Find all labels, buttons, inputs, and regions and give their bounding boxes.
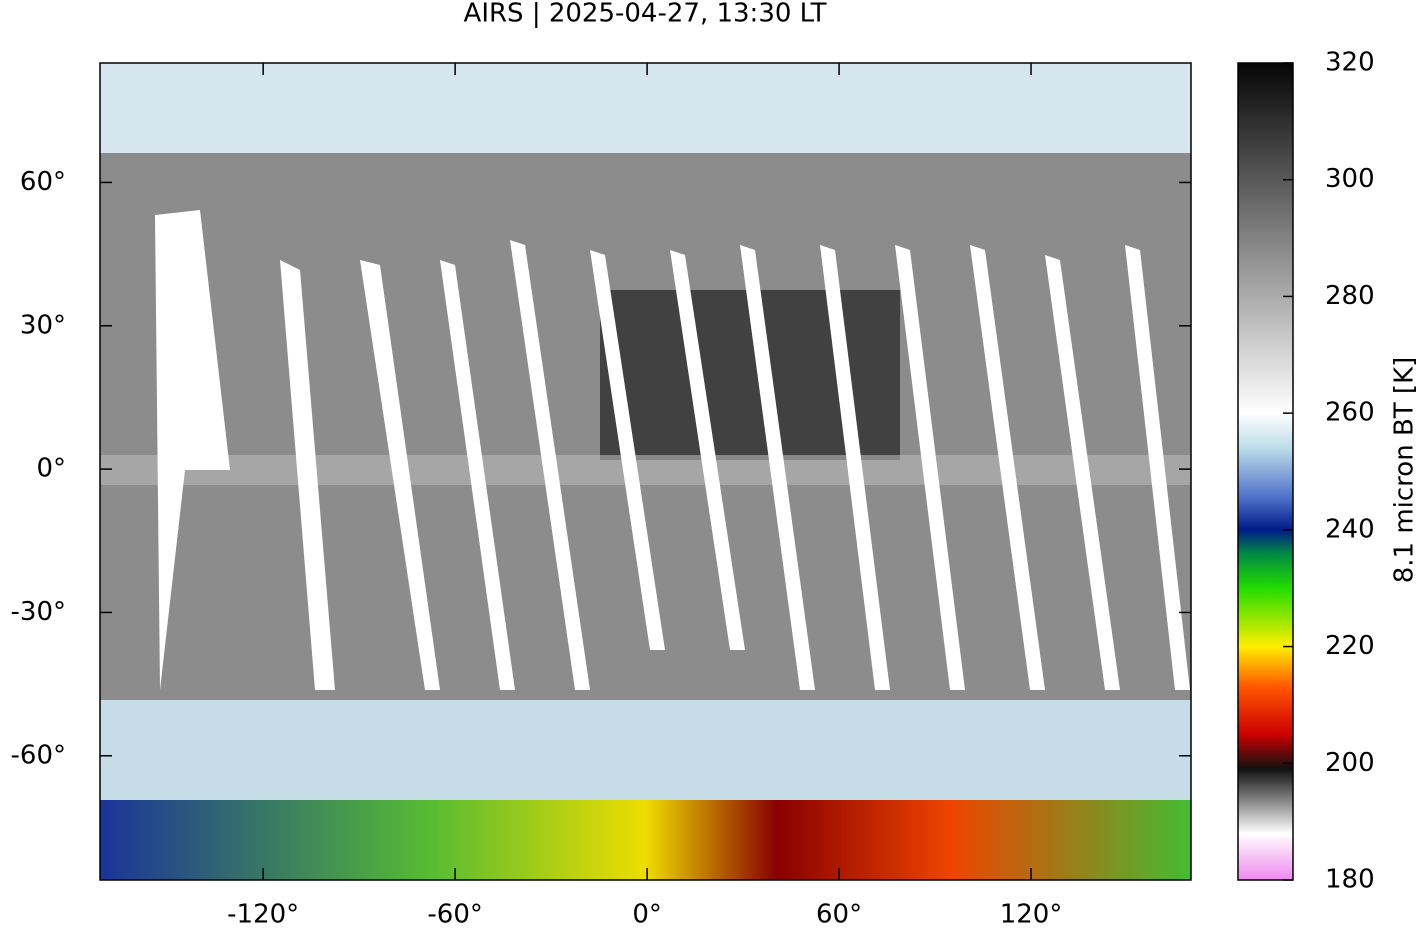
y-tick-label: 30° [20,310,66,340]
colorbar-tick-label: 280 [1325,281,1375,311]
colorbar-label: 8.1 micron BT [K] [1390,357,1420,584]
map-frame [99,62,1192,881]
y-tick-label: 60° [20,167,66,197]
map-imagery [100,63,1191,880]
colorbar-tick-label: 200 [1325,748,1375,778]
colorbar-tick-label: 240 [1325,514,1375,544]
x-tick-label: -60° [427,900,482,930]
y-tick-label: 0° [36,454,66,484]
y-tick-label: -60° [11,740,66,770]
colorbar-tick-label: 320 [1325,48,1375,78]
x-tick-label: 0° [632,900,662,930]
colorbar-tick-label: 260 [1325,398,1375,428]
colorbar-tick-label: 220 [1325,631,1375,661]
colorbar-tick-label: 300 [1325,164,1375,194]
x-tick-label: 60° [816,900,862,930]
x-tick-label: 120° [1000,900,1063,930]
y-tick-label: -30° [11,597,66,627]
colorbar [1238,63,1293,880]
colorbar-frame [1237,62,1294,881]
colorbar-tick-label: 180 [1325,865,1375,895]
chart-title: AIRS | 2025-04-27, 13:30 LT [464,0,827,29]
x-tick-label: -120° [227,900,299,930]
